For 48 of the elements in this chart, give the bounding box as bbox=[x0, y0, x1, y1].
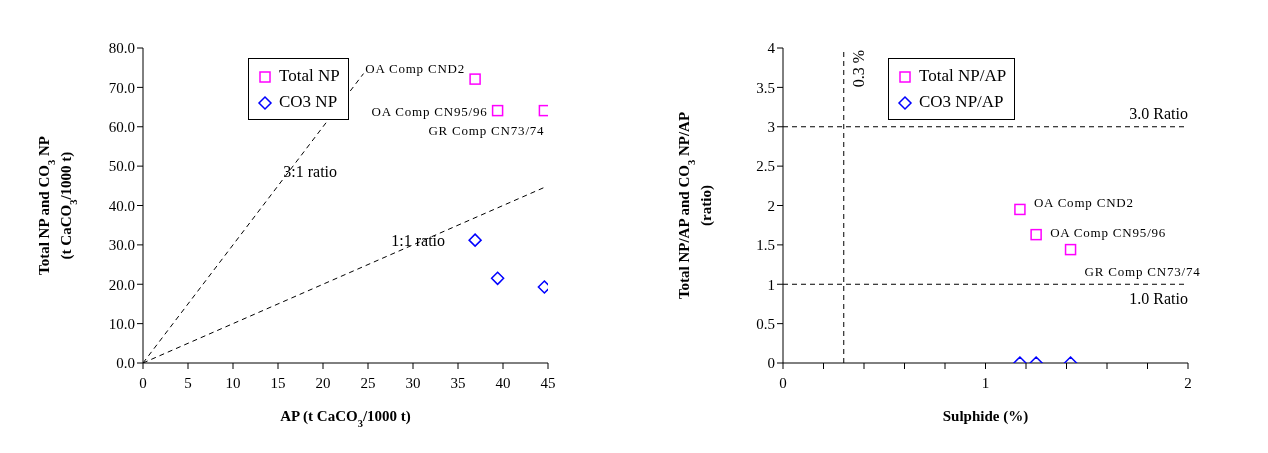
x-tick-label: 5 bbox=[184, 374, 192, 391]
annotation: OA Comp CN95/96 bbox=[1050, 224, 1167, 240]
y-tick-label: 10.0 bbox=[108, 315, 135, 332]
legend-label: Total NP bbox=[278, 65, 340, 87]
x-tick-label: 15 bbox=[270, 374, 286, 391]
y-tick-label: 0.0 bbox=[116, 355, 135, 372]
legend-label: Total NP/AP bbox=[918, 65, 1007, 87]
x-tick-label: 2 bbox=[1184, 374, 1192, 391]
y-tick-label: 40.0 bbox=[108, 197, 135, 214]
y-tick-label: 0.5 bbox=[756, 315, 775, 332]
y-tick-label: 50.0 bbox=[108, 158, 135, 175]
x-axis-title: AP (t CaCO$_{3}$/1000 t) bbox=[280, 408, 411, 429]
y-tick-label: 0 bbox=[767, 355, 775, 372]
annotation: GR Comp CN73/74 bbox=[1084, 263, 1201, 279]
annotation: GR Comp CN73/74 bbox=[428, 122, 545, 138]
legend-label: CO3 NP/AP bbox=[918, 91, 1005, 113]
x-tick-label: 1 bbox=[981, 374, 990, 391]
annotation: OA Comp CN95/96 bbox=[371, 103, 488, 119]
y-tick-label: 60.0 bbox=[108, 119, 135, 136]
x-tick-label: 45 bbox=[540, 374, 556, 391]
y-tick-label: 3 bbox=[767, 119, 775, 136]
y-tick-label: 80.0 bbox=[108, 40, 135, 57]
x-tick-label: 30 bbox=[405, 374, 421, 391]
x-tick-label: 10 bbox=[225, 374, 241, 391]
y-tick-label: 2 bbox=[767, 197, 775, 214]
y-tick-label: 3.5 bbox=[756, 79, 775, 96]
y-tick-label: 1 bbox=[767, 276, 775, 293]
ref-line-label: 0.3 % bbox=[849, 50, 867, 88]
x-tick-label: 25 bbox=[360, 374, 376, 391]
y-tick-label: 70.0 bbox=[108, 79, 135, 96]
x-tick-label: 35 bbox=[450, 374, 466, 391]
x-tick-label: 20 bbox=[315, 374, 331, 391]
x-tick-label: 40 bbox=[495, 374, 511, 391]
y-tick-label: 30.0 bbox=[108, 237, 135, 254]
y-tick-label: 20.0 bbox=[108, 276, 135, 293]
annotation: OA Comp CND2 bbox=[1033, 195, 1134, 211]
series-label: 1:1 ratio bbox=[391, 231, 446, 249]
ref-line-label: 3.0 Ratio bbox=[1129, 104, 1188, 122]
y-tick-label: 1.5 bbox=[756, 237, 775, 254]
x-axis-title: Sulphide (%) bbox=[942, 408, 1029, 425]
annotation: OA Comp CND2 bbox=[365, 61, 466, 77]
series-label: 3:1 ratio bbox=[283, 163, 338, 181]
ref-line-label: 1.0 Ratio bbox=[1129, 290, 1188, 308]
y-tick-label: 4 bbox=[767, 40, 776, 57]
y-tick-label: 2.5 bbox=[756, 158, 775, 175]
x-tick-label: 0 bbox=[139, 374, 147, 391]
x-tick-label: 0 bbox=[779, 374, 787, 391]
legend-label: CO3 NP bbox=[278, 91, 339, 113]
